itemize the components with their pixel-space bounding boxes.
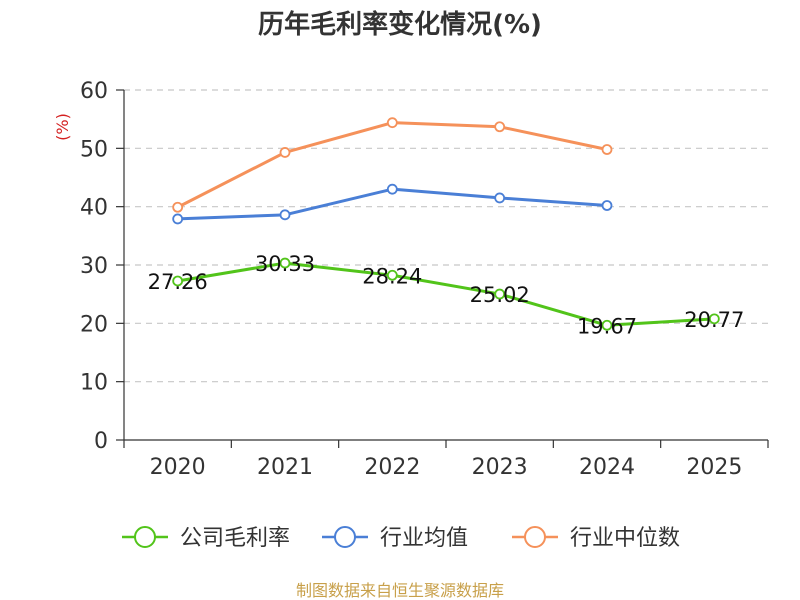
series-line xyxy=(177,261,715,327)
legend-label: 行业中位数 xyxy=(570,526,680,551)
x-tick-label: 2024 xyxy=(579,455,635,480)
y-tick-label: 50 xyxy=(80,137,108,162)
data-point xyxy=(494,121,506,133)
y-tick-label: 20 xyxy=(80,312,108,337)
y-tick-label: 30 xyxy=(80,254,108,279)
x-tick-label: 2023 xyxy=(472,455,528,480)
axes: 0 10 20 30 40 50 60 2020 2021 2022 2023 2024 2025 xyxy=(80,79,769,480)
legend: 公司毛利率 行业均值 行业中位数 xyxy=(122,526,680,551)
y-tick-label: 10 xyxy=(80,371,108,396)
y-axis-label: (%) xyxy=(53,113,72,141)
x-tick-label: 2020 xyxy=(150,455,206,480)
y-tick-label: 40 xyxy=(80,196,108,221)
chart-title: 历年毛利率变化情况(%) xyxy=(258,9,542,40)
data-point xyxy=(494,192,506,204)
legend-marker xyxy=(134,526,156,548)
data-labels: 27.26 30.33 28.24 25.02 19.67 20.77 xyxy=(148,252,745,338)
legend-marker xyxy=(524,526,546,548)
x-tick-label: 2022 xyxy=(364,455,420,480)
data-point xyxy=(279,147,291,158)
legend-label: 公司毛利率 xyxy=(180,526,290,551)
data-label: 27.26 xyxy=(148,270,208,294)
data-label: 20.77 xyxy=(684,308,744,332)
legend-marker xyxy=(334,526,356,548)
data-point xyxy=(708,313,720,325)
data-label: 19.67 xyxy=(577,314,637,338)
data-point xyxy=(279,257,291,269)
data-point xyxy=(601,200,613,211)
series-layer xyxy=(172,117,720,331)
y-tick-label: 60 xyxy=(80,79,108,104)
source-note: 制图数据来自恒生聚源数据库 xyxy=(296,581,504,600)
data-point xyxy=(172,213,184,225)
data-point xyxy=(386,183,398,195)
data-point xyxy=(279,209,291,221)
data-label: 25.02 xyxy=(470,283,530,307)
legend-label: 行业均值 xyxy=(380,526,468,551)
data-point xyxy=(172,201,184,213)
data-label: 30.33 xyxy=(255,252,315,276)
grid xyxy=(124,89,768,383)
data-point xyxy=(386,117,398,129)
x-tick-label: 2021 xyxy=(257,455,313,480)
data-point xyxy=(172,275,184,287)
data-label: 28.24 xyxy=(362,264,422,288)
x-tick-label: 2025 xyxy=(686,455,742,480)
data-point xyxy=(601,319,613,331)
data-point xyxy=(494,288,506,300)
data-point xyxy=(386,269,398,281)
data-point xyxy=(601,144,613,155)
y-tick-label: 0 xyxy=(94,429,108,454)
